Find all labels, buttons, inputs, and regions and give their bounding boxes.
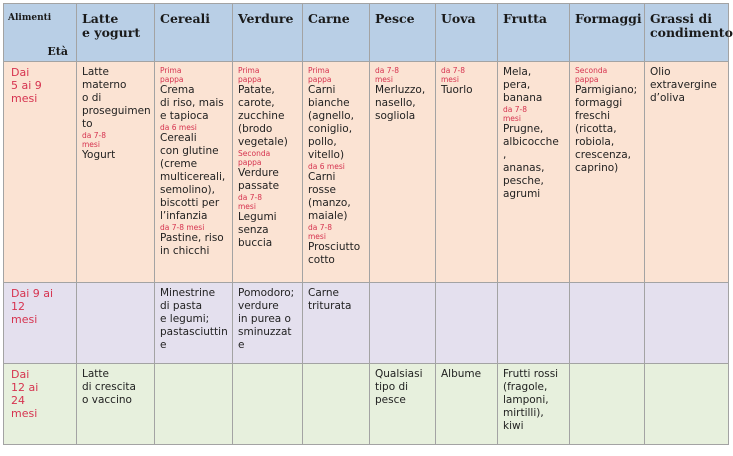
food-text: Tuorlo bbox=[441, 84, 473, 96]
food-text: Prugne, albicocche , ananas, pesche, agr… bbox=[503, 123, 559, 200]
age-note: da 7-8 mesi bbox=[441, 66, 465, 84]
age-note: da 6 mesi bbox=[160, 123, 197, 132]
food-text: Verdure passate bbox=[238, 167, 280, 192]
food-text: Yogurt bbox=[82, 149, 116, 161]
cell-verdure bbox=[232, 363, 303, 445]
food-text: Parmigiano; formaggi freschi (ricotta, r… bbox=[575, 84, 638, 174]
cell-formaggi bbox=[569, 282, 645, 364]
cell-carne: Prima pappa Carni bianche (agnello, conig… bbox=[302, 61, 370, 283]
cell-pesce bbox=[369, 282, 436, 364]
cell-formaggi: Seconda pappa Parmigiano; formaggi fresch… bbox=[569, 61, 645, 283]
cell-grassi bbox=[644, 363, 729, 445]
col-header-latte: Latte e yogurt bbox=[82, 11, 141, 40]
food-text: Qualsiasi tipo di pesce bbox=[375, 368, 423, 406]
col-header-formaggi: Formaggi bbox=[575, 11, 642, 26]
cell-carne bbox=[302, 363, 370, 445]
age-note: Seconda pappa bbox=[238, 149, 271, 167]
cell-verdure: Pomodoro; verdure in purea o sminuzzat e bbox=[232, 282, 303, 364]
food-text: Mela, pera, banana bbox=[503, 66, 543, 104]
cell-uova: da 7-8 mesi Tuorlo bbox=[435, 61, 498, 283]
col-header-frutta: Frutta bbox=[503, 11, 547, 26]
age-note: da 7-8 mesi bbox=[503, 105, 527, 123]
cell-carne: Carne triturata bbox=[302, 282, 370, 364]
cell-frutta: Mela, pera, banana da 7-8 mesi Prugne, alb… bbox=[497, 61, 570, 283]
food-table: Alimenti Età Latte e yogurt Cereali Verd… bbox=[3, 3, 733, 445]
food-text: Latte materno o di proseguimen to bbox=[82, 66, 151, 130]
cell-pesce: Qualsiasi tipo di pesce bbox=[369, 363, 436, 445]
age-note: Prima pappa bbox=[308, 66, 332, 84]
food-text: Prosciutto cotto bbox=[308, 241, 361, 266]
cell-latte: Latte di crescita o vaccino bbox=[76, 363, 155, 445]
age-note: da 7-8 mesi bbox=[375, 66, 399, 84]
col-header-uova: Uova bbox=[441, 11, 476, 26]
age-cell: Dai 9 ai 12 mesi bbox=[3, 282, 77, 364]
age-note: Prima pappa bbox=[160, 66, 184, 84]
cell-cereali: Minestrine di pasta e legumi; pastasciut… bbox=[154, 282, 233, 364]
food-text: Legumi senza buccia bbox=[238, 211, 277, 249]
cell-cereali: Prima pappa Crema di riso, mais e tapioca… bbox=[154, 61, 233, 283]
food-text: Minestrine di pasta e legumi; pastasciut… bbox=[160, 287, 228, 351]
food-text: Albume bbox=[441, 368, 482, 380]
cell-frutta bbox=[497, 282, 570, 364]
food-text: Pomodoro; verdure in purea o sminuzzat e bbox=[238, 287, 295, 351]
cell-grassi bbox=[644, 282, 729, 364]
cell-uova bbox=[435, 282, 498, 364]
cell-verdure: Prima pappa Patate, carote, zucchine (bro… bbox=[232, 61, 303, 283]
food-text: Carni rosse (manzo, maiale) bbox=[308, 171, 351, 222]
food-text: Latte di crescita o vaccino bbox=[82, 368, 136, 406]
cell-latte bbox=[76, 282, 155, 364]
corner-cell: Alimenti Età bbox=[3, 3, 77, 62]
col-header-carne: Carne bbox=[308, 11, 350, 26]
age-note: da 6 mesi bbox=[308, 162, 345, 171]
cell-formaggi bbox=[569, 363, 645, 445]
food-text: Frutti rossi (fragole, lamponi, mirtilli… bbox=[503, 368, 559, 432]
food-text: Carne triturata bbox=[308, 287, 352, 312]
header-row: Alimenti Età Latte e yogurt Cereali Verd… bbox=[3, 3, 733, 62]
col-header-cereali: Cereali bbox=[160, 11, 211, 26]
age-note: da 7-8 mesi bbox=[82, 131, 106, 149]
corner-label-foods: Alimenti bbox=[8, 13, 52, 23]
col-header-pesce: Pesce bbox=[375, 11, 415, 26]
age-label: Dai 5 ai 9 mesi bbox=[11, 66, 42, 105]
cell-frutta: Frutti rossi (fragole, lamponi, mirtilli… bbox=[497, 363, 570, 445]
cell-cereali bbox=[154, 363, 233, 445]
cell-grassi: Olio extravergine d’oliva bbox=[644, 61, 729, 283]
row-12-24-months: Dai 12 ai 24 mesi Latte di crescita o vac… bbox=[3, 363, 729, 445]
age-cell: Dai 5 ai 9 mesi bbox=[3, 61, 77, 283]
age-note: Seconda pappa bbox=[575, 66, 608, 84]
cell-latte: Latte materno o di proseguimen to da 7-8 … bbox=[76, 61, 155, 283]
food-text: Olio extravergine d’oliva bbox=[650, 66, 717, 104]
col-header-verdure: Verdure bbox=[238, 11, 294, 26]
food-text: Cereali con glutine (creme multicereali,… bbox=[160, 132, 226, 222]
corner-label-age: Età bbox=[47, 45, 68, 58]
food-text: Pastine, riso in chicchi bbox=[160, 232, 224, 257]
age-note: da 7-8 mesi bbox=[308, 223, 332, 241]
cell-uova: Albume bbox=[435, 363, 498, 445]
row-5-9-months: Dai 5 ai 9 mesi Latte materno o di proseg… bbox=[3, 61, 729, 283]
food-text: Carni bianche (agnello, coniglio, pollo,… bbox=[308, 84, 354, 161]
food-text: Merluzzo, nasello, sogliola bbox=[375, 84, 426, 122]
food-text: Crema di riso, mais e tapioca bbox=[160, 84, 224, 122]
age-note: da 7-8 mesi bbox=[160, 223, 205, 232]
age-label: Dai 9 ai 12 mesi bbox=[11, 287, 54, 326]
age-label: Dai 12 ai 24 mesi bbox=[11, 368, 39, 420]
age-note: Prima pappa bbox=[238, 66, 262, 84]
row-9-12-months: Dai 9 ai 12 mesi Minestrine di pasta e le… bbox=[3, 282, 729, 364]
age-cell: Dai 12 ai 24 mesi bbox=[3, 363, 77, 445]
cell-pesce: da 7-8 mesi Merluzzo, nasello, sogliola bbox=[369, 61, 436, 283]
food-text: Patate, carote, zucchine (brodo vegetale… bbox=[238, 84, 288, 148]
age-note: da 7-8 mesi bbox=[238, 193, 262, 211]
col-header-grassi: Grassi di condimento bbox=[650, 11, 733, 40]
